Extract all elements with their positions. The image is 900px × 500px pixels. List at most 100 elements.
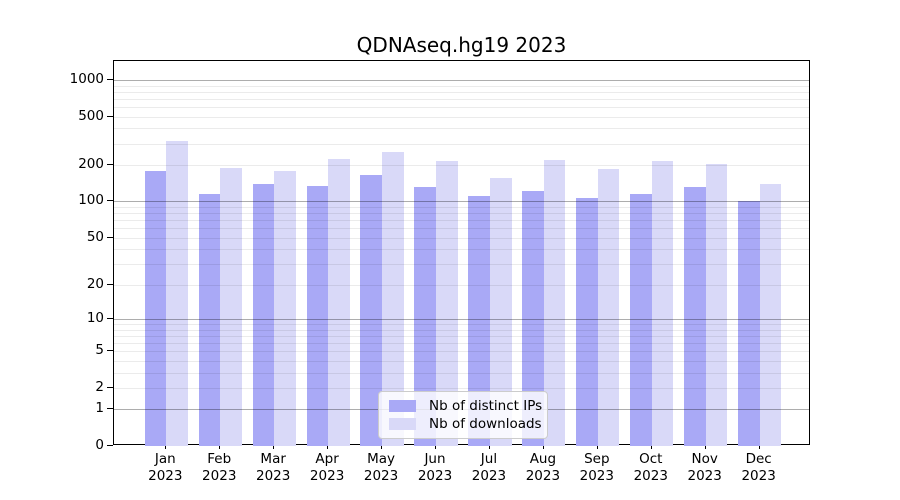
y-tick-label: 20 — [86, 275, 104, 292]
bar-distinct-ips — [684, 187, 706, 446]
x-tick-label: Dec 2023 — [729, 451, 789, 485]
y-tick-label: 500 — [78, 107, 104, 124]
bar-distinct-ips — [576, 198, 598, 446]
x-tick-label: Jun 2023 — [405, 451, 465, 485]
bar-distinct-ips — [738, 201, 760, 446]
bar-downloads — [759, 183, 782, 446]
minor-gridline — [114, 143, 809, 145]
minor-gridline — [114, 335, 809, 337]
x-tick — [381, 445, 383, 449]
y-tick — [107, 78, 113, 80]
y-tick — [107, 445, 113, 446]
y-tick-label: 10 — [86, 309, 104, 326]
y-tick — [107, 350, 113, 352]
major-gridline — [114, 201, 809, 203]
bar-distinct-ips — [360, 174, 383, 446]
y-tick-label: 5 — [95, 342, 104, 359]
x-tick-month: Jul — [480, 451, 498, 467]
x-tick-month: Sep — [584, 451, 610, 467]
x-tick-month: Apr — [315, 451, 339, 467]
x-tick-label: Apr 2023 — [297, 451, 357, 485]
minor-gridline — [114, 165, 809, 166]
x-tick — [758, 445, 760, 449]
bar-distinct-ips — [306, 186, 329, 446]
x-tick-year: 2023 — [471, 468, 507, 484]
y-tick — [107, 200, 113, 202]
legend-row-distinct-ips: Nb of distinct IPs — [379, 397, 547, 414]
major-gridline — [114, 79, 809, 81]
y-tick-label: 1000 — [69, 70, 104, 87]
minor-gridline — [114, 106, 809, 108]
minor-gridline — [114, 249, 809, 251]
x-tick-year: 2023 — [255, 468, 291, 484]
bar-distinct-ips — [522, 191, 544, 446]
x-tick — [488, 445, 490, 449]
bar-downloads — [220, 168, 242, 446]
x-tick-label: Nov 2023 — [675, 451, 735, 485]
minor-gridline — [114, 264, 809, 266]
x-tick-month: Feb — [207, 451, 232, 467]
bar-downloads — [166, 140, 188, 446]
x-tick-year: 2023 — [148, 468, 183, 484]
bar-distinct-ips — [630, 193, 652, 446]
x-tick-month: Oct — [639, 451, 663, 467]
legend-label-distinct-ips: Nb of distinct IPs — [429, 397, 543, 414]
minor-gridline — [114, 116, 809, 118]
bar-downloads — [328, 158, 350, 446]
x-tick-label: Jan 2023 — [135, 451, 195, 485]
minor-gridline — [114, 128, 809, 130]
minor-gridline — [114, 324, 809, 325]
minor-gridline — [114, 85, 809, 87]
minor-gridline — [114, 220, 809, 222]
x-tick-label: Aug 2023 — [513, 451, 573, 485]
x-tick — [704, 445, 706, 449]
bars-layer — [114, 61, 809, 446]
major-gridline — [114, 318, 809, 320]
gridlines-layer — [114, 61, 809, 444]
y-tick-label: 200 — [78, 156, 104, 172]
x-tick-year: 2023 — [309, 468, 345, 484]
minor-gridline — [114, 237, 809, 239]
x-tick-label: Oct 2023 — [621, 451, 681, 485]
x-tick-year: 2023 — [579, 468, 614, 484]
y-tick-label: 0 — [95, 437, 104, 453]
minor-gridline — [114, 360, 809, 362]
x-tick-label: Feb 2023 — [189, 451, 249, 485]
x-tick — [650, 445, 652, 449]
y-tick — [107, 115, 113, 117]
x-tick-month: Dec — [745, 451, 772, 467]
minor-gridline — [114, 91, 809, 93]
minor-gridline — [114, 342, 809, 344]
legend-row-downloads: Nb of downloads — [379, 415, 547, 432]
y-tick — [107, 164, 113, 165]
minor-gridline — [114, 351, 809, 353]
bar-downloads — [382, 151, 404, 446]
x-tick — [596, 445, 598, 449]
legend-label-downloads: Nb of downloads — [429, 415, 542, 432]
x-tick — [165, 445, 167, 449]
bar-distinct-ips — [252, 184, 275, 446]
x-tick — [327, 445, 329, 449]
minor-gridline — [114, 206, 809, 208]
bar-downloads — [543, 159, 566, 446]
x-tick-year: 2023 — [202, 468, 237, 484]
y-tick-label: 2 — [95, 378, 104, 395]
bar-downloads — [597, 169, 620, 446]
y-tick — [107, 317, 113, 319]
minor-gridline — [114, 387, 809, 389]
y-tick — [107, 408, 113, 410]
x-tick — [542, 445, 544, 449]
x-tick — [435, 445, 436, 449]
y-tick — [107, 283, 113, 285]
bar-distinct-ips — [144, 171, 167, 446]
minor-gridline — [114, 228, 809, 230]
bar-distinct-ips — [198, 194, 221, 446]
x-tick-month: May — [367, 451, 395, 467]
minor-gridline — [114, 372, 809, 374]
minor-gridline — [114, 329, 809, 331]
x-tick-label: Jul 2023 — [459, 451, 519, 485]
x-tick-year: 2023 — [687, 468, 722, 484]
y-tick — [107, 386, 113, 388]
x-tick-label: Sep 2023 — [567, 451, 627, 485]
bar-distinct-ips — [414, 187, 436, 446]
